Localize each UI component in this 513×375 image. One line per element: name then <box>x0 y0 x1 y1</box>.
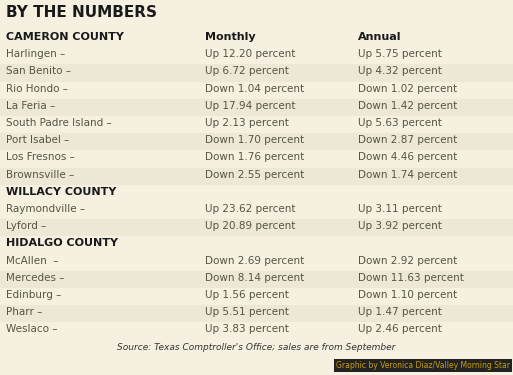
Bar <box>0 288 513 305</box>
Text: Up 20.89 percent: Up 20.89 percent <box>205 221 295 231</box>
Text: Down 2.87 percent: Down 2.87 percent <box>358 135 457 145</box>
Text: CAMERON COUNTY: CAMERON COUNTY <box>6 32 124 42</box>
Text: Up 12.20 percent: Up 12.20 percent <box>205 49 295 59</box>
Text: Down 2.55 percent: Down 2.55 percent <box>205 170 304 180</box>
Text: Down 4.46 percent: Down 4.46 percent <box>358 152 457 162</box>
Text: Up 1.56 percent: Up 1.56 percent <box>205 290 289 300</box>
Bar <box>0 168 513 185</box>
Text: Graphic by Veronica Diaz/Valley Morning Star: Graphic by Veronica Diaz/Valley Morning … <box>336 361 510 370</box>
Bar <box>0 150 513 168</box>
Text: Down 1.74 percent: Down 1.74 percent <box>358 170 457 180</box>
Bar <box>0 116 513 133</box>
Text: Down 2.69 percent: Down 2.69 percent <box>205 256 304 266</box>
Text: Weslaco –: Weslaco – <box>6 324 57 334</box>
Text: Up 5.51 percent: Up 5.51 percent <box>205 307 289 317</box>
Text: Up 2.13 percent: Up 2.13 percent <box>205 118 289 128</box>
Text: Up 23.62 percent: Up 23.62 percent <box>205 204 295 214</box>
Text: Annual: Annual <box>358 32 402 42</box>
Text: Port Isabel –: Port Isabel – <box>6 135 69 145</box>
Bar <box>0 64 513 82</box>
Bar <box>0 82 513 99</box>
Text: La Feria –: La Feria – <box>6 101 55 111</box>
Text: Down 8.14 percent: Down 8.14 percent <box>205 273 304 283</box>
Text: BY THE NUMBERS: BY THE NUMBERS <box>6 5 157 20</box>
Text: Brownsville –: Brownsville – <box>6 170 74 180</box>
Text: Up 5.63 percent: Up 5.63 percent <box>358 118 442 128</box>
Text: Source: Texas Comptroller's Office; sales are from September: Source: Texas Comptroller's Office; sale… <box>117 343 396 352</box>
Bar <box>0 202 513 219</box>
Text: Down 2.92 percent: Down 2.92 percent <box>358 256 457 266</box>
Text: Down 1.76 percent: Down 1.76 percent <box>205 152 304 162</box>
Bar <box>0 236 513 254</box>
Bar <box>0 254 513 271</box>
Text: Monthly: Monthly <box>205 32 255 42</box>
Text: Pharr –: Pharr – <box>6 307 43 317</box>
Text: Down 1.04 percent: Down 1.04 percent <box>205 84 304 94</box>
Text: Raymondville –: Raymondville – <box>6 204 85 214</box>
Text: Up 2.46 percent: Up 2.46 percent <box>358 324 442 334</box>
Text: Down 1.10 percent: Down 1.10 percent <box>358 290 457 300</box>
Text: Mercedes –: Mercedes – <box>6 273 65 283</box>
Text: Up 3.83 percent: Up 3.83 percent <box>205 324 289 334</box>
Text: Edinburg –: Edinburg – <box>6 290 62 300</box>
Bar <box>0 133 513 150</box>
Text: Harlingen –: Harlingen – <box>6 49 65 59</box>
Text: Up 4.32 percent: Up 4.32 percent <box>358 66 442 76</box>
Text: Up 3.11 percent: Up 3.11 percent <box>358 204 442 214</box>
Text: Up 6.72 percent: Up 6.72 percent <box>205 66 289 76</box>
Text: HIDALGO COUNTY: HIDALGO COUNTY <box>6 238 118 248</box>
Text: Down 1.70 percent: Down 1.70 percent <box>205 135 304 145</box>
Text: San Benito –: San Benito – <box>6 66 71 76</box>
Text: Los Fresnos –: Los Fresnos – <box>6 152 75 162</box>
Bar <box>0 271 513 288</box>
Bar <box>0 185 513 202</box>
Bar <box>0 305 513 322</box>
Text: Up 1.47 percent: Up 1.47 percent <box>358 307 442 317</box>
Text: Down 1.42 percent: Down 1.42 percent <box>358 101 457 111</box>
Text: WILLACY COUNTY: WILLACY COUNTY <box>6 187 116 197</box>
Text: Up 3.92 percent: Up 3.92 percent <box>358 221 442 231</box>
Text: Up 5.75 percent: Up 5.75 percent <box>358 49 442 59</box>
Text: Up 17.94 percent: Up 17.94 percent <box>205 101 295 111</box>
Text: South Padre Island –: South Padre Island – <box>6 118 112 128</box>
Bar <box>0 30 513 47</box>
Text: Down 1.02 percent: Down 1.02 percent <box>358 84 457 94</box>
Text: McAllen  –: McAllen – <box>6 256 58 266</box>
Bar <box>0 47 513 64</box>
Text: Down 11.63 percent: Down 11.63 percent <box>358 273 464 283</box>
Bar <box>0 322 513 340</box>
Bar <box>0 219 513 236</box>
Text: Lyford –: Lyford – <box>6 221 46 231</box>
Text: Rio Hondo –: Rio Hondo – <box>6 84 68 94</box>
Bar <box>0 99 513 116</box>
